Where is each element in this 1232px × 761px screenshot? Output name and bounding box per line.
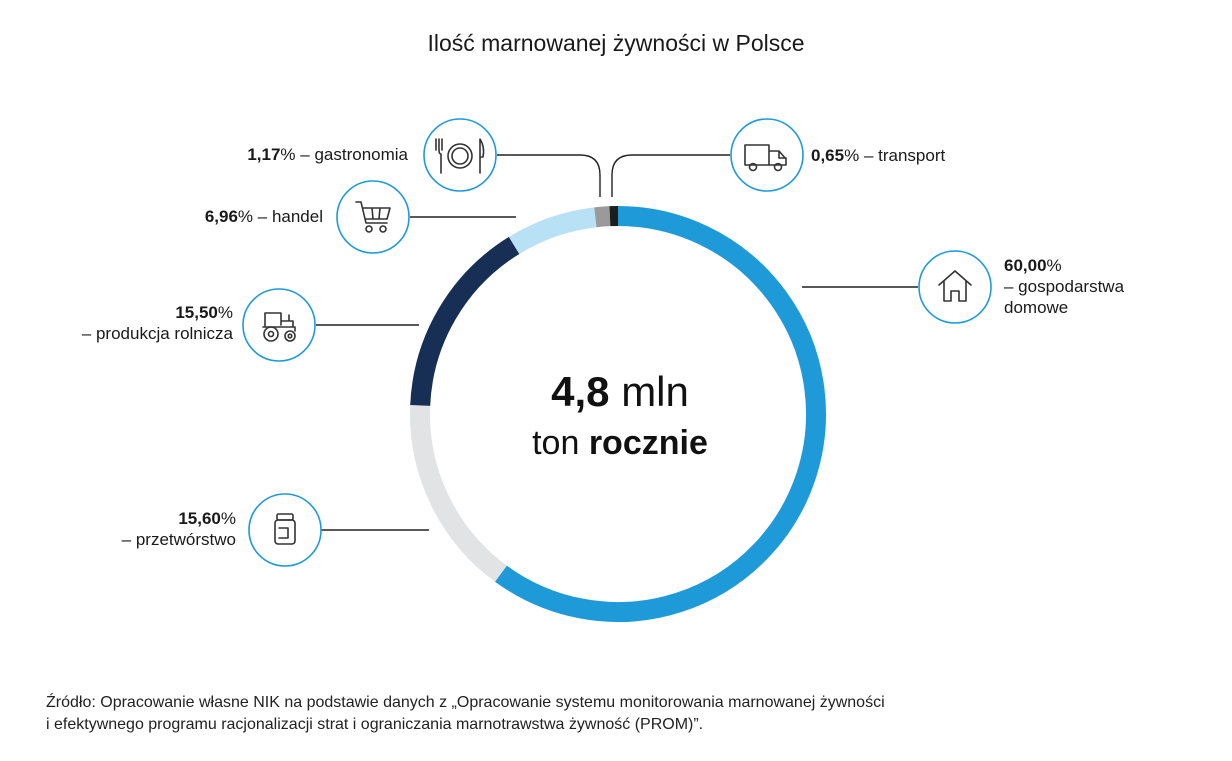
pct-agriculture: 15,50: [175, 303, 218, 322]
pct-transport: 0,65: [811, 146, 845, 165]
pct-households: 60,00: [1004, 256, 1047, 275]
cart-icon: [336, 180, 410, 254]
label-processing: 15,60% – przetwórstwo: [121, 509, 236, 549]
text-households-b: domowe: [1004, 298, 1069, 317]
text-transport: – transport: [859, 146, 946, 165]
slice-households: [494, 206, 826, 622]
source-note: Źródło: Opracowanie własne NIK na podsta…: [46, 692, 1196, 736]
jar-icon: [248, 493, 322, 567]
tractor-icon: [242, 288, 316, 362]
text-processing: – przetwórstwo: [121, 530, 236, 549]
leader-transport: [611, 154, 730, 197]
label-transport: 0,65% – transport: [811, 146, 946, 165]
leader-gastronomy: [497, 154, 601, 197]
label-gastronomy: 1,17% – gastronomia: [247, 145, 408, 164]
category-icons: [242, 118, 992, 567]
slice-agriculture: [410, 236, 520, 406]
center-unit: mln: [621, 368, 689, 415]
pct-trade: 6,96: [204, 207, 238, 226]
center-subtitle: ton rocznie: [440, 424, 800, 463]
label-trade: 6,96% – handel: [204, 207, 323, 226]
center-sub-a: ton: [532, 424, 580, 462]
plate-cutlery-icon: [423, 118, 497, 192]
leader-lines: [316, 154, 918, 531]
text-trade: – handel: [253, 207, 323, 226]
center-sub-b: rocznie: [588, 424, 708, 462]
slice-processing: [410, 404, 507, 582]
label-households: 60,00% – gospodarstwa domowe: [1004, 256, 1125, 317]
text-agriculture: – produkcja rolnicza: [81, 324, 233, 343]
pct-gastronomy: 1,17: [247, 145, 281, 164]
center-number: 4,8: [551, 368, 610, 415]
slice-trade: [508, 207, 597, 255]
label-agriculture: 15,50% – produkcja rolnicza: [81, 303, 233, 343]
slice-gastronomy: [594, 206, 611, 228]
pct-processing: 15,60: [178, 509, 221, 528]
text-households-a: – gospodarstwa: [1004, 277, 1125, 296]
source-line-1: Źródło: Opracowanie własne NIK na podsta…: [46, 694, 885, 711]
source-line-2: i efektywnego programu racjonalizacji st…: [46, 716, 704, 733]
center-total: 4,8 mln: [440, 368, 800, 416]
text-gastronomy: – gastronomia: [295, 145, 408, 164]
house-icon: [918, 250, 992, 324]
chart-title: Ilość marnowanej żywności w Polsce: [427, 30, 805, 56]
truck-icon: [730, 118, 804, 192]
donut-arcs: [410, 205, 826, 622]
